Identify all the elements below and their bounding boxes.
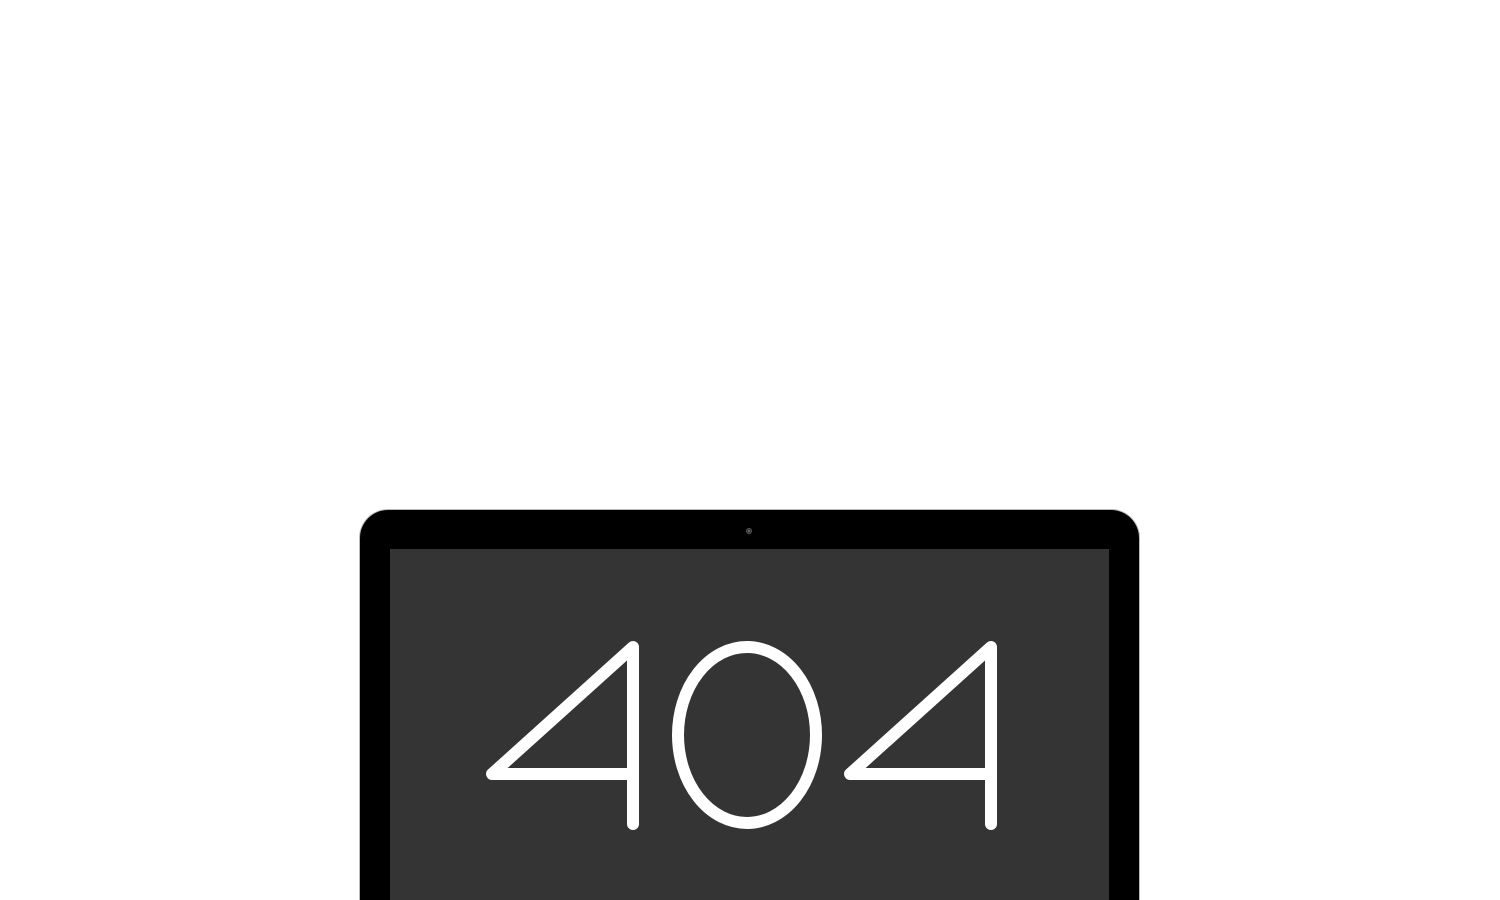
laptop-frame: 404 [360, 510, 1139, 900]
camera-icon [746, 528, 752, 534]
digit-four-left [486, 641, 639, 830]
error-code-glyphs [486, 641, 997, 830]
laptop-screen: 404 [390, 549, 1109, 900]
error-code: 404 [485, 637, 1015, 837]
digit-four-right [844, 641, 997, 830]
digit-zero [672, 641, 822, 829]
